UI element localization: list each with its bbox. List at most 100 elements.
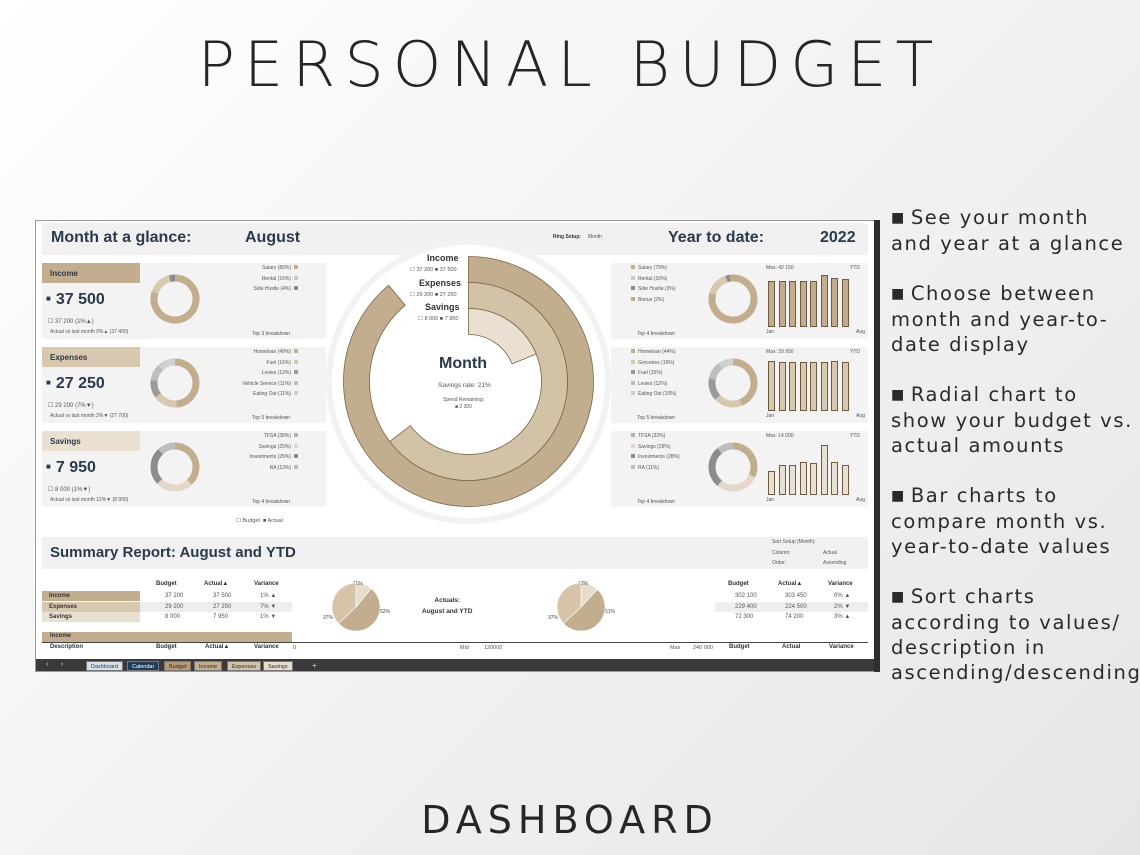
month-bar [841, 361, 849, 411]
tab-calendar[interactable]: Calendar [127, 661, 160, 671]
ytd-breakdown-list: TFSA (32%) Savings (29%) Investments (28%)… [631, 431, 680, 473]
breakdown-text: Fuel (16%) [266, 359, 291, 366]
swatch-icon [294, 454, 298, 458]
month-value[interactable]: August [245, 229, 301, 246]
legend: ☐ Budget ■ Actual [236, 518, 283, 524]
summary-header-0[interactable]: Budget [156, 581, 177, 587]
center-income-label: Income [427, 253, 459, 263]
detail-axis-min: 0 [293, 645, 297, 651]
axis-end: Aug [856, 413, 865, 419]
donut-segment [174, 358, 200, 408]
detail-ytd-variance-header[interactable]: Variance [829, 644, 854, 650]
month-bar [820, 362, 828, 411]
donut-segment [151, 275, 171, 294]
tab-budget[interactable]: Budget [164, 661, 192, 671]
breakdown-item: Investments (25%) [249, 452, 298, 463]
center-savings-values: ☐ 8 000 ■ 7 950 [418, 316, 459, 322]
tab-next-icon[interactable]: › [61, 661, 64, 668]
swatch-icon [631, 454, 635, 458]
month-bar [831, 278, 838, 327]
month-bar [799, 461, 807, 495]
breakdown-title: Top 4 breakdown [252, 499, 291, 505]
vs-last-month: Actual vs last month 12%▼ (8 900) [50, 497, 129, 503]
swatch-icon [294, 275, 298, 280]
month-bar [820, 445, 828, 495]
month-bar [820, 274, 828, 327]
detail-max-label: Max [670, 645, 681, 651]
month-card-expenses: Expenses ■ 27 250 ☐ 29 200 (7%▼) Actual vs l… [42, 347, 326, 423]
breakdown-item: Vehicle Service (11%) [242, 379, 298, 390]
ytd-breakdown-title: Top 4 breakdown [637, 331, 676, 337]
ytd-breakdown-text: Homeloan (44%) [638, 349, 676, 355]
ytd-value[interactable]: 2022 [820, 229, 856, 246]
summary-header-1[interactable]: Actual▲ [204, 581, 229, 587]
summary-row-highlight [140, 601, 292, 612]
ytd-breakdown-text: Levies (12%) [638, 380, 668, 387]
category-value: ■ 37 500 [46, 291, 105, 309]
ytd-tag: YTD [850, 265, 860, 271]
add-sheet-icon[interactable]: + [312, 661, 317, 670]
summary-ytd-variance: 0% ▲ [834, 593, 851, 599]
detail-desc-header: Description [50, 644, 84, 650]
ytd-breakdown-text: TFSA (32%) [638, 433, 666, 439]
ring-setup-value[interactable]: Month [588, 234, 602, 240]
detail-ytd-actual-header[interactable]: Actual [782, 644, 801, 650]
ytd-tag: YTD [850, 433, 860, 439]
tab-savings[interactable]: Savings [263, 661, 293, 671]
tab-dashboard[interactable]: Dashboard [86, 661, 123, 671]
month-bar [768, 470, 775, 495]
axis-start: Jan [766, 497, 775, 503]
detail-variance-header[interactable]: Variance [254, 644, 279, 650]
summary-row-budget: 37 200 [165, 593, 184, 599]
center-expenses-values: ☐ 29 200 ■ 27 250 [410, 292, 457, 298]
center-expenses-actual: 27 250 [439, 292, 457, 298]
summary-ytd-header-1[interactable]: Actual▲ [778, 581, 803, 587]
summary-ytd-header-2[interactable]: Variance [828, 581, 853, 587]
detail-ytd-budget-header[interactable]: Budget [729, 644, 750, 650]
ytd-card-expenses: Homeloan (44%) Groceries (19%) Fuel (15%) L… [611, 347, 868, 423]
month-bar [841, 464, 849, 495]
summary-ytd-budget: 229 400 [735, 603, 757, 610]
month-bar [841, 279, 849, 327]
detail-actual-header[interactable]: Actual▲ [205, 644, 230, 650]
swatch-icon [294, 359, 298, 364]
donut-segment [725, 274, 731, 283]
detail-divider [42, 642, 868, 643]
ytd-breakdown-text: Investments (28%) [638, 454, 680, 460]
sort-column-value[interactable]: Actual [823, 550, 837, 556]
monthly-bar-chart [768, 273, 864, 327]
income-section-label: Income [50, 633, 72, 639]
donut-segment [732, 442, 758, 478]
budget-line-text: 29 200 (7%▼) [55, 403, 94, 409]
month-bar [778, 280, 786, 327]
max-label: Max: 42 150 [766, 265, 794, 271]
summary-header-2[interactable]: Variance [254, 581, 279, 587]
budget-line-text: 8 000 (1%▼) [55, 487, 91, 493]
pie-month: 11% 52% 37% [323, 581, 391, 632]
feature-text: Sort charts according to values/ descrip… [891, 585, 1140, 684]
donut-segment [715, 394, 743, 408]
summary-ytd-header-0[interactable]: Budget [728, 581, 749, 587]
detail-budget-header[interactable]: Budget [156, 644, 177, 650]
sort-order-value[interactable]: Ascending [823, 560, 847, 566]
tab-prev-icon[interactable]: ‹ [46, 661, 49, 668]
max-label: Max: 29 950 [766, 349, 794, 355]
pie-slice [331, 582, 357, 624]
category-label: Income [42, 263, 140, 283]
dashboard-sheet: Month at a glance: August Ring Setup: Mo… [35, 220, 879, 672]
breakdown-text: Salary (80%) [262, 265, 291, 271]
center-income-actual: 37 500 [439, 267, 457, 273]
ytd-breakdown-item: Bonus (2%) [631, 295, 676, 306]
donut-segment [708, 274, 758, 324]
summary-row-actual: 7 950 [213, 614, 229, 620]
swatch-icon [631, 391, 635, 395]
tab-expenses[interactable]: Expenses [227, 661, 262, 671]
month-card-income: Income ■ 37 500 ☐ 37 200 (1%▲) Actual vs las… [42, 263, 326, 339]
budget-line-text: 37 200 (1%▲) [55, 319, 94, 325]
center-title: Month [439, 355, 487, 372]
value-bullet-icon: ■ [46, 462, 51, 471]
tab-income[interactable]: Income [194, 661, 223, 671]
feature-text: Bar charts to compare month vs. year-to-… [891, 484, 1112, 558]
month-bar [810, 462, 817, 495]
breakdown-text: Homeloan (49%) [253, 349, 291, 355]
